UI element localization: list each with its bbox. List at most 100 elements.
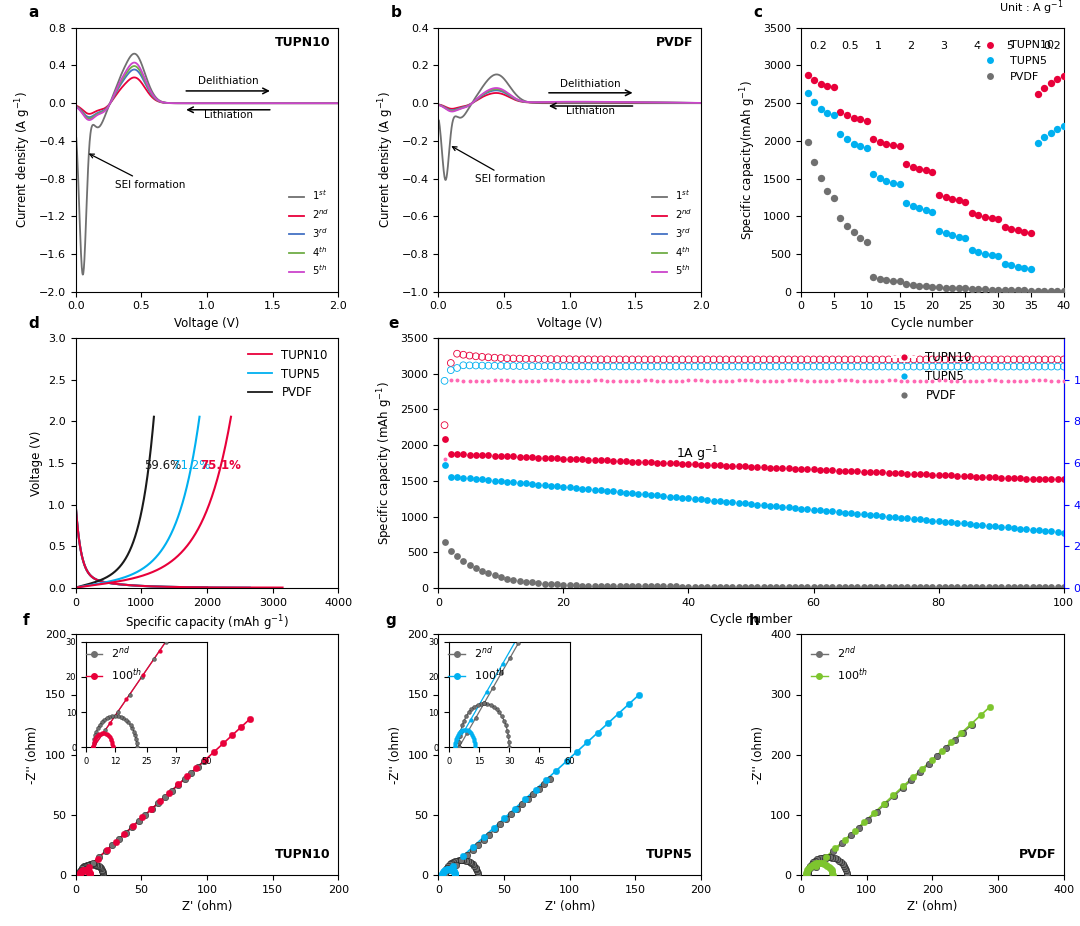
Point — [799, 502, 816, 517]
Point — [742, 373, 759, 388]
Point — [780, 579, 797, 594]
Point — [858, 234, 875, 249]
Point — [524, 477, 541, 492]
Point — [592, 453, 609, 468]
Point — [464, 857, 482, 872]
Point — [674, 579, 691, 594]
Point — [799, 868, 816, 882]
Point — [842, 373, 860, 388]
Point — [679, 352, 697, 367]
Point — [877, 796, 894, 811]
Point — [94, 866, 111, 881]
Point — [807, 858, 824, 873]
Point — [643, 373, 660, 388]
Point — [799, 462, 816, 477]
Point — [891, 177, 908, 192]
Text: Delithiation: Delithiation — [561, 79, 621, 89]
Point — [136, 807, 153, 822]
Point — [486, 473, 503, 488]
Point — [511, 358, 528, 373]
5$^{th}$ — [97, 106, 110, 118]
Point — [630, 359, 647, 374]
Point — [737, 579, 754, 594]
Point — [224, 728, 241, 743]
Point — [580, 359, 597, 374]
Point — [91, 860, 108, 875]
Point — [793, 579, 810, 594]
Point — [825, 191, 842, 206]
Point — [1002, 282, 1020, 297]
Point — [918, 467, 935, 482]
Point — [955, 359, 972, 374]
Point — [800, 861, 818, 876]
Point — [436, 535, 454, 550]
Point — [1037, 373, 1054, 388]
Point — [849, 359, 866, 374]
Point — [511, 351, 528, 366]
Point — [511, 373, 528, 388]
Point — [822, 861, 839, 876]
Point — [801, 859, 819, 874]
Point — [480, 448, 497, 463]
Point — [555, 480, 572, 494]
Point — [623, 352, 640, 367]
Point — [780, 500, 797, 515]
Point — [450, 853, 468, 868]
Point — [780, 359, 797, 374]
Point — [851, 139, 868, 154]
Point — [950, 230, 968, 244]
Point — [874, 359, 891, 374]
Point — [446, 854, 463, 869]
Point — [819, 106, 836, 120]
X-axis label: Specific capacity (mAh g$^{-1}$): Specific capacity (mAh g$^{-1}$) — [125, 613, 288, 632]
Text: a: a — [28, 6, 39, 20]
Point — [110, 832, 127, 846]
Point — [649, 488, 666, 503]
Point — [442, 544, 459, 558]
Point — [989, 212, 1007, 227]
Point — [838, 865, 855, 880]
Point — [442, 469, 459, 484]
Point — [968, 579, 985, 594]
Point — [886, 788, 903, 803]
Point — [799, 579, 816, 594]
Legend: TUPN10, TUPN5, PVDF: TUPN10, TUPN5, PVDF — [888, 346, 976, 407]
Point — [71, 866, 89, 881]
Point — [1029, 87, 1047, 102]
Point — [549, 373, 566, 388]
Text: 71.2%: 71.2% — [173, 459, 211, 472]
Point — [529, 576, 546, 591]
Point — [590, 725, 607, 740]
Point — [773, 373, 791, 388]
Point — [858, 113, 875, 128]
Point — [542, 373, 559, 388]
Point — [885, 273, 902, 288]
Point — [636, 487, 653, 502]
Point — [983, 211, 1000, 226]
Point — [872, 271, 889, 286]
5$^{th}$ — [70, 102, 83, 113]
Point — [442, 373, 459, 388]
Point — [480, 350, 497, 365]
Point — [605, 484, 622, 499]
Point — [480, 472, 497, 487]
Point — [910, 278, 928, 293]
Point — [71, 865, 89, 880]
Point — [549, 577, 566, 592]
Point — [674, 352, 691, 367]
Point — [894, 781, 912, 795]
Point — [1042, 75, 1059, 90]
Point — [812, 76, 829, 91]
Point — [442, 356, 459, 370]
Point — [961, 374, 978, 389]
Point — [887, 373, 904, 388]
Point — [1049, 122, 1066, 137]
Point — [195, 754, 213, 769]
Point — [874, 373, 891, 388]
Point — [905, 467, 922, 482]
Point — [598, 352, 616, 367]
Point — [818, 857, 835, 872]
Point — [499, 351, 516, 366]
Point — [773, 461, 791, 476]
Point — [874, 579, 891, 594]
